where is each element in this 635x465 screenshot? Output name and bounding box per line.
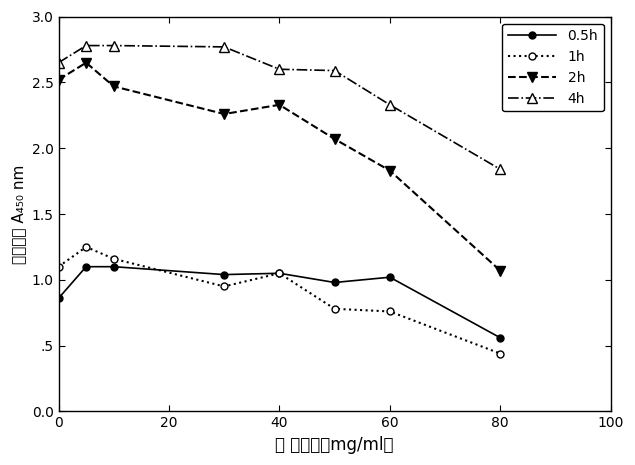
4h	[83, 43, 90, 48]
4h	[386, 102, 394, 107]
Legend: 0.5h, 1h, 2h, 4h: 0.5h, 1h, 2h, 4h	[502, 24, 604, 112]
4h	[110, 43, 117, 48]
0.5h	[331, 279, 338, 285]
0.5h	[220, 272, 228, 278]
0.5h	[276, 271, 283, 276]
4h	[497, 166, 504, 172]
Line: 2h: 2h	[54, 58, 505, 275]
2h	[497, 268, 504, 273]
1h	[276, 271, 283, 276]
Y-axis label: 吸光度值 A₄₅₀ nm: 吸光度值 A₄₅₀ nm	[11, 164, 26, 264]
1h	[110, 256, 117, 262]
1h	[386, 309, 394, 314]
0.5h	[497, 335, 504, 340]
Line: 4h: 4h	[54, 41, 505, 174]
1h	[220, 284, 228, 289]
0.5h	[83, 264, 90, 270]
Line: 1h: 1h	[55, 244, 504, 357]
0.5h	[110, 264, 117, 270]
2h	[220, 111, 228, 117]
X-axis label: 染 毒浓度（mg/ml）: 染 毒浓度（mg/ml）	[276, 436, 394, 454]
2h	[83, 60, 90, 66]
1h	[497, 351, 504, 356]
1h	[331, 306, 338, 312]
Line: 0.5h: 0.5h	[55, 263, 504, 341]
0.5h	[55, 295, 62, 301]
2h	[386, 168, 394, 173]
4h	[331, 68, 338, 73]
2h	[55, 77, 62, 83]
1h	[55, 264, 62, 270]
2h	[110, 84, 117, 89]
4h	[55, 60, 62, 66]
2h	[331, 136, 338, 142]
4h	[276, 66, 283, 72]
0.5h	[386, 274, 394, 280]
1h	[83, 244, 90, 250]
4h	[220, 44, 228, 50]
2h	[276, 102, 283, 107]
